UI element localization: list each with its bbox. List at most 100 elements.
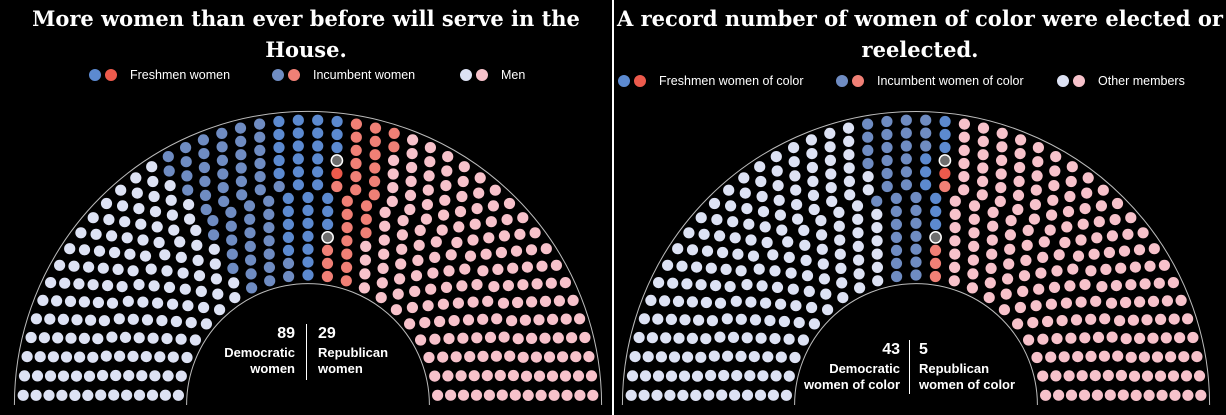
legend-label: Freshmen women of color — [659, 74, 804, 88]
seat-dot — [114, 350, 126, 362]
seat-dot — [52, 332, 64, 344]
seat-dot — [977, 135, 989, 147]
seat-dot — [422, 184, 434, 196]
seat-dot — [185, 317, 197, 329]
seat-dot — [477, 350, 489, 362]
seat-dot — [1175, 294, 1187, 306]
seat-dot — [78, 244, 91, 256]
seat-dot — [806, 301, 818, 314]
seat-dot — [837, 292, 849, 304]
seat-dot — [949, 195, 961, 207]
seat-dot — [234, 122, 247, 134]
seat-dot — [1125, 212, 1137, 224]
seat-dot — [787, 283, 799, 295]
title-line-2: reelected. — [861, 37, 979, 62]
seat-dot — [1051, 333, 1063, 345]
rep-woc-count: 5 Republican women of color — [919, 342, 1015, 393]
seat-dot — [127, 313, 139, 325]
seat-dot — [312, 114, 324, 126]
seat-dot — [51, 295, 63, 307]
seat-dot — [1061, 221, 1073, 233]
seat-dot — [1050, 370, 1062, 382]
seat-dot — [664, 389, 676, 401]
seat-dot — [774, 209, 786, 221]
seat-dot — [1056, 315, 1068, 327]
seat-dot — [448, 315, 460, 327]
seat-dot — [667, 277, 679, 289]
seat-dot — [180, 142, 192, 154]
seat-dot — [74, 351, 86, 363]
seat-dot — [83, 261, 95, 273]
seat-dot — [450, 351, 462, 363]
seat-dot — [1122, 228, 1134, 240]
seat-dot — [312, 166, 324, 178]
legend-dot-dem — [271, 68, 285, 82]
seat-dot — [273, 154, 285, 167]
seat-dot — [509, 389, 521, 401]
seat-dot — [263, 235, 275, 247]
seat-dot — [56, 389, 68, 401]
seat-dot — [424, 156, 436, 168]
seat-dot — [161, 265, 173, 277]
seat-dot — [456, 280, 468, 292]
seat-dot — [791, 199, 803, 211]
seat-dot — [208, 229, 220, 241]
seat-dot — [495, 246, 507, 259]
count-divider — [909, 340, 910, 394]
seat-dot — [729, 232, 741, 244]
seat-dot — [659, 295, 671, 307]
seat-dot — [890, 257, 903, 269]
seat-dot — [633, 331, 645, 344]
seat-dot — [1088, 248, 1100, 260]
seat-dot — [341, 222, 353, 234]
seat-dot — [87, 279, 99, 291]
seat-dot — [227, 262, 239, 274]
seat-dot — [429, 333, 441, 345]
seat-dot — [152, 297, 164, 309]
seat-dot — [788, 142, 800, 154]
seat-dot — [82, 389, 94, 401]
seat-dot — [197, 134, 209, 146]
seat-dot — [547, 313, 559, 325]
seat-dot — [369, 149, 381, 161]
seat-dot — [939, 141, 951, 154]
chart-title: A record number of women of color were e… — [614, 3, 1226, 65]
seat-dot — [1076, 370, 1088, 382]
seat-dot — [920, 140, 932, 152]
seat-dot — [483, 232, 495, 244]
seat-dot — [1133, 244, 1146, 256]
seat-dot — [131, 187, 143, 199]
seat-dot — [457, 175, 469, 188]
seat-dot — [775, 298, 787, 310]
seat-dot — [254, 157, 266, 170]
seat-dot — [1093, 216, 1105, 228]
rep-count-label: Republican — [318, 345, 389, 360]
seat-dot — [996, 141, 1008, 153]
seat-dot — [360, 213, 372, 225]
seat-dot — [625, 389, 637, 401]
seat-dot — [747, 250, 760, 262]
seat-dot — [638, 313, 650, 325]
seat-dot — [881, 128, 893, 141]
seat-dot — [442, 370, 454, 382]
legend-dot-rep — [1072, 74, 1086, 88]
seat-dot — [732, 248, 744, 260]
seat-dot — [754, 161, 766, 173]
seat-dot — [686, 296, 698, 308]
seat-dot — [189, 334, 201, 346]
seat-dot — [103, 214, 115, 226]
dem-count-label: Democratic — [224, 345, 295, 360]
seat-dot — [1147, 332, 1159, 344]
seat-dot — [778, 315, 790, 328]
seat-dot — [350, 118, 362, 130]
seat-dot — [413, 239, 425, 251]
seat-dot — [871, 195, 883, 207]
seat-dot — [302, 269, 314, 281]
seat-dot — [73, 278, 85, 290]
seat-dot — [958, 157, 970, 170]
seat-dot — [1059, 236, 1071, 249]
legend-item-freshmen: Freshmen women — [88, 68, 230, 82]
seat-dot — [404, 203, 416, 216]
seat-dot — [871, 261, 883, 273]
seat-dot — [312, 153, 324, 165]
